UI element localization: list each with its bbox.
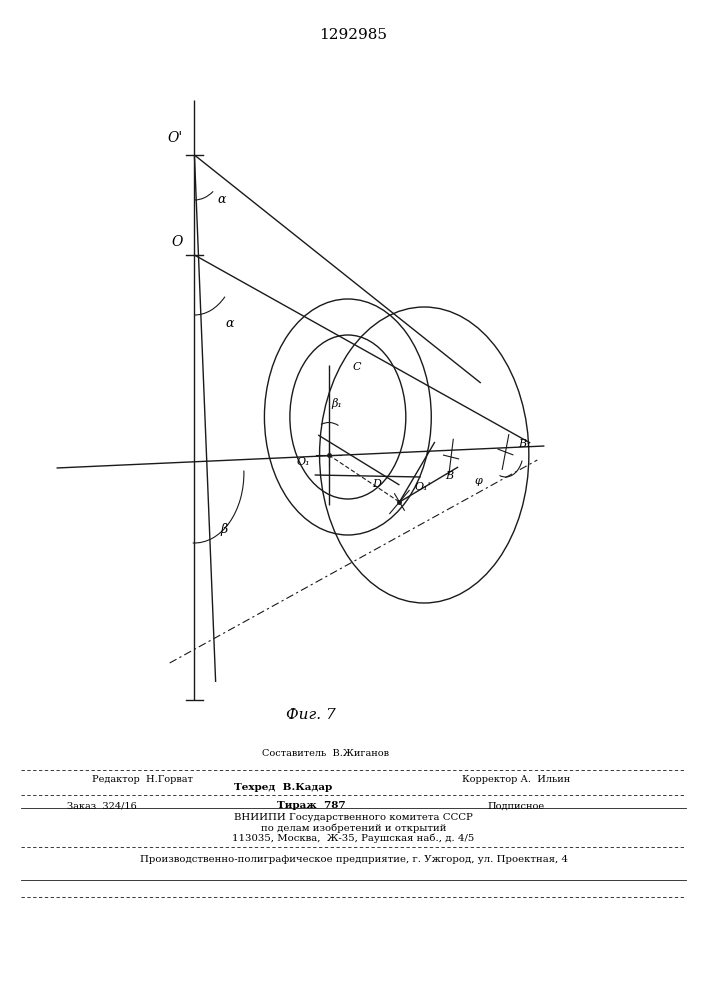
Text: O₁: O₁ bbox=[297, 457, 310, 467]
Text: 1292985: 1292985 bbox=[320, 28, 387, 42]
Text: φ: φ bbox=[475, 476, 482, 486]
Text: B: B bbox=[445, 471, 454, 481]
Text: β: β bbox=[221, 523, 228, 536]
Text: B₁: B₁ bbox=[518, 439, 531, 449]
Text: O₁': O₁' bbox=[415, 482, 432, 492]
Text: Фиг. 7: Фиг. 7 bbox=[286, 708, 336, 722]
Text: β₁: β₁ bbox=[332, 398, 343, 409]
Text: Производственно-полиграфическое предприятие, г. Ужгород, ул. Проектная, 4: Производственно-полиграфическое предприя… bbox=[139, 856, 568, 864]
Text: O: O bbox=[172, 235, 183, 249]
Text: по делам изобретений и открытий: по делам изобретений и открытий bbox=[261, 823, 446, 833]
Text: α: α bbox=[217, 193, 226, 206]
Text: Техред  В.Кадар: Техред В.Кадар bbox=[234, 782, 332, 792]
Text: D: D bbox=[373, 479, 381, 489]
Text: Заказ  324/16: Заказ 324/16 bbox=[67, 802, 137, 810]
Text: Составитель  В.Жиганов: Составитель В.Жиганов bbox=[262, 748, 389, 758]
Text: 113035, Москва,  Ж-35, Раушская наб., д. 4/5: 113035, Москва, Ж-35, Раушская наб., д. … bbox=[233, 833, 474, 843]
Text: C: C bbox=[352, 362, 361, 372]
Text: α: α bbox=[226, 317, 234, 330]
Text: Подписное: Подписное bbox=[488, 802, 544, 810]
Text: Тираж  787: Тираж 787 bbox=[276, 802, 346, 810]
Text: ВНИИПИ Государственного комитета СССР: ВНИИПИ Государственного комитета СССР bbox=[234, 814, 473, 822]
Text: Корректор А.  Ильин: Корректор А. Ильин bbox=[462, 774, 571, 784]
Text: Редактор  Н.Горват: Редактор Н.Горват bbox=[92, 774, 193, 784]
Text: O': O' bbox=[168, 131, 183, 145]
